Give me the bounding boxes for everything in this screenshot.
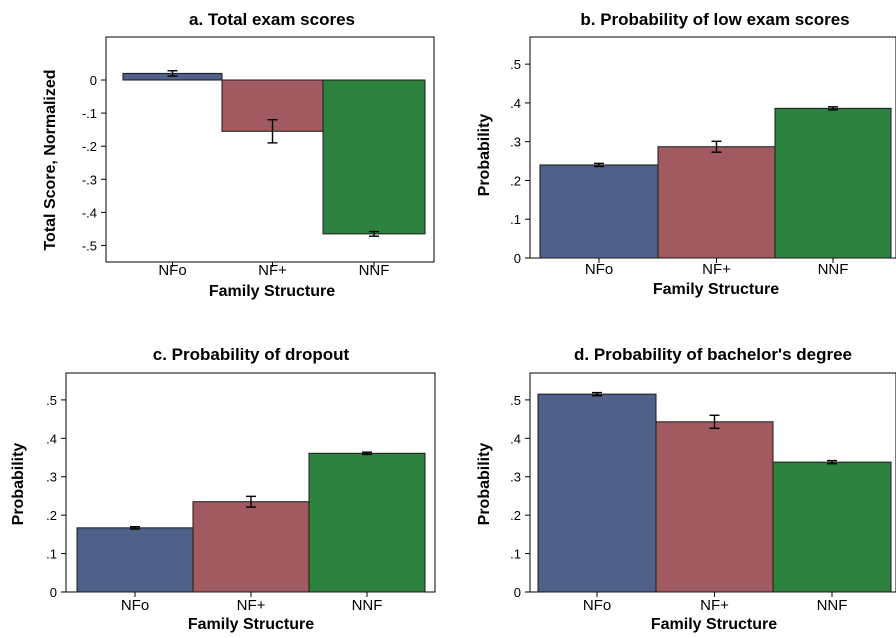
panel-a-error-bar <box>267 119 278 144</box>
panel-d-ytick-label: .3 <box>510 470 521 485</box>
panel-d-plot: 0 .1 .2 .3 .4 .5 NFo NF+ NNF <box>510 372 896 614</box>
panel-d-xlabel: Family Structure <box>651 616 777 633</box>
panel-b-category-label: NF+ <box>702 261 731 278</box>
panel-c-title: c. Probability of dropout <box>153 345 350 364</box>
panel-b-ytick-label: .1 <box>510 212 521 227</box>
panel-c-category-label: NFo <box>121 597 149 614</box>
panel-a-ytick-label: -.4 <box>82 205 97 220</box>
panel-d-ytick-label: .5 <box>510 393 521 408</box>
panel-b-bar-nfo <box>539 164 659 259</box>
panel-c-ytick-label: .1 <box>46 547 57 562</box>
panel-d-bar-nnf <box>772 461 892 593</box>
panel-c-ytick-label: .2 <box>46 508 57 523</box>
panel-b-bar-nfplus <box>657 146 776 259</box>
panel-b-ytick-label: 0 <box>514 251 521 266</box>
panel-b-ytick-label: .3 <box>510 135 521 150</box>
panel-a-category-label: NNF <box>359 262 390 279</box>
panel-b-ylabel: Probability <box>476 114 493 197</box>
panel-a-ytick-label: -.5 <box>82 238 97 253</box>
panel-c-xlabel: Family Structure <box>188 616 314 633</box>
panel-b-ytick-label: .5 <box>510 57 521 72</box>
panel-a-error-bar <box>369 230 379 237</box>
panel-c-error-bar <box>362 451 372 456</box>
panel-d-bar-nfplus <box>655 421 774 593</box>
panel-a-ytick-label: 0 <box>90 73 97 88</box>
panel-d-ytick-label: 0 <box>514 585 521 600</box>
panel-d-title: d. Probability of bachelor's degree <box>574 345 852 364</box>
panel-a-ytick-label: -.1 <box>82 106 97 121</box>
panel-c-plot: 0 .1 .2 .3 .4 .5 NFo NF+ NNF <box>46 372 436 614</box>
panel-a-category-label: NF+ <box>258 262 287 279</box>
panel-a-bar-nnf <box>322 79 426 235</box>
panel-b-error-bar <box>828 106 838 111</box>
panel-c-bar-nfplus <box>192 501 310 593</box>
panel-b-title: b. Probability of low exam scores <box>580 10 849 29</box>
panel-b-bar-nnf <box>774 107 892 259</box>
panel-a-error-bar <box>167 70 178 77</box>
panel-b-category-label: NFo <box>585 261 613 278</box>
panel-b-plot: 0 .1 .2 .3 .4 .5 NFo NF+ NNF <box>510 36 896 278</box>
panel-c-bar-nfo <box>76 527 194 593</box>
panel-d-ytick-label: .4 <box>510 431 521 446</box>
panel-c-bar-nnf <box>308 452 426 593</box>
panel-a-category-label: NFo <box>158 262 186 279</box>
panel-d-error-bar <box>827 459 837 465</box>
panel-b-ytick-label: .4 <box>510 96 521 111</box>
panel-a-ylabel: Total Score, Normalized <box>42 69 59 250</box>
panel-b-xlabel: Family Structure <box>653 281 779 298</box>
panel-d-bar-nfo <box>537 393 657 593</box>
panel-c-ytick-label: .4 <box>46 431 57 446</box>
panel-c-ytick-label: .3 <box>46 470 57 485</box>
panel-a-plot: 0 -.1 -.2 -.3 -.4 -.5 NFo NF+ NNF <box>82 36 435 279</box>
panel-b: b. Probability of low exam scores Probab… <box>476 10 896 298</box>
panel-a-title: a. Total exam scores <box>189 10 355 29</box>
panel-d-ytick-label: .2 <box>510 508 521 523</box>
panel-c-category-label: NNF <box>352 597 383 614</box>
panel-b-category-label: NNF <box>818 261 849 278</box>
panel-a-xlabel: Family Structure <box>209 283 335 300</box>
panel-c-ylabel: Probability <box>10 443 27 526</box>
panel-d-error-bar <box>592 391 602 397</box>
panel-d-category-label: NNF <box>817 597 848 614</box>
panel-a-ytick-label: -.3 <box>82 172 97 187</box>
panel-c-category-label: NF+ <box>237 597 266 614</box>
panel-d: d. Probability of bachelor's degree Prob… <box>476 345 896 633</box>
panel-b-error-bar <box>711 140 722 153</box>
panel-c-ytick-label: .5 <box>46 393 57 408</box>
panel-d-category-label: NF+ <box>700 597 729 614</box>
panel-d-error-bar <box>709 414 720 430</box>
panel-a-ytick-label: -.2 <box>82 139 97 154</box>
panel-a: a. Total exam scores Total Score, Normal… <box>42 10 435 300</box>
panel-b-error-bar <box>594 162 604 168</box>
panel-c-error-bar <box>246 495 256 508</box>
panel-c: c. Probability of dropout Probability Fa… <box>10 345 436 633</box>
panel-d-ylabel: Probability <box>476 443 493 526</box>
panel-c-error-bar <box>130 525 140 530</box>
panel-d-ytick-label: .1 <box>510 547 521 562</box>
panel-b-ytick-label: .2 <box>510 173 521 188</box>
panel-c-ytick-label: 0 <box>50 585 57 600</box>
panel-d-category-label: NFo <box>583 597 611 614</box>
